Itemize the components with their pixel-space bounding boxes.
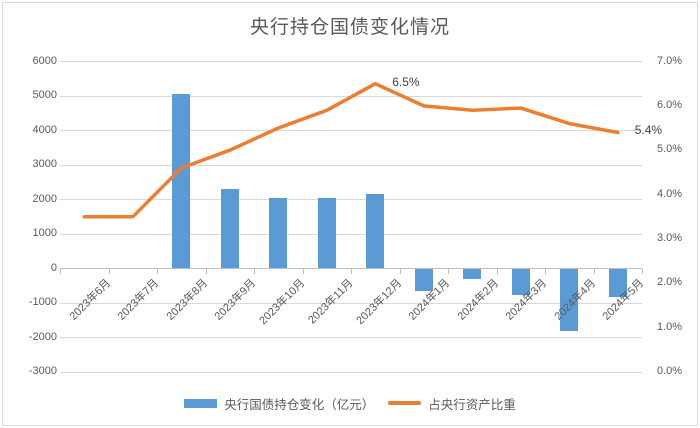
category-axis-tick <box>205 268 207 274</box>
category-axis-tick <box>108 268 110 274</box>
gridline <box>60 61 642 62</box>
left-axis-tick-label: 5000 <box>32 89 57 101</box>
left-axis-tick-label: 1000 <box>32 227 57 239</box>
category-axis-tick <box>60 268 61 274</box>
chart-title: 央行持仓国债变化情况 <box>249 17 450 38</box>
gridline <box>60 164 642 166</box>
gridline <box>60 199 642 200</box>
bar <box>463 268 482 279</box>
bar <box>414 268 433 291</box>
legend-item-bar: 央行国债持仓变化（亿元） <box>184 394 374 413</box>
left-axis-tick-label: 0 <box>50 261 57 274</box>
category-axis-tick <box>448 268 449 274</box>
bar <box>608 268 627 298</box>
gridline <box>60 233 642 235</box>
category-axis-tick <box>642 268 643 274</box>
category-axis-tick <box>351 268 352 274</box>
bar <box>269 198 288 269</box>
right-axis-tick-label: 2.0% <box>657 276 683 289</box>
gridline <box>60 302 642 304</box>
legend-item-line: 占央行资产比重 <box>388 394 516 413</box>
bar <box>172 93 191 269</box>
left-axis-tick-label: -2000 <box>28 330 57 343</box>
gridline <box>60 130 642 131</box>
legend-bar-label: 央行国债持仓变化（亿元） <box>224 397 375 412</box>
category-axis-tick <box>157 268 158 274</box>
left-axis-tick-label: 4000 <box>32 123 57 136</box>
bar <box>560 268 579 331</box>
bar <box>366 194 385 269</box>
left-axis-tick-label: 2000 <box>32 192 57 205</box>
category-axis-tick <box>545 268 546 274</box>
left-axis-tick-label: -1000 <box>28 296 57 308</box>
gridline <box>60 337 642 338</box>
right-axis-tick-label: 5.0% <box>657 143 683 156</box>
data-label: 5.4% <box>634 123 663 138</box>
left-axis-tick-label: 6000 <box>32 54 57 67</box>
category-axis-tick <box>302 268 304 274</box>
right-axis-tick-label: 0.0% <box>657 365 683 377</box>
line-series-swatch-icon <box>388 401 422 405</box>
bar <box>220 189 239 269</box>
right-axis-tick-label: 6.0% <box>657 98 683 111</box>
category-axis-tick <box>593 268 595 274</box>
bar-series-swatch-icon <box>184 398 218 408</box>
right-axis-tick-label: 1.0% <box>657 320 683 333</box>
right-axis-tick-label: 7.0% <box>657 54 683 67</box>
right-axis-tick-label: 3.0% <box>657 231 683 244</box>
category-axis-tick <box>496 268 498 274</box>
category-axis-tick <box>254 268 255 274</box>
legend: 央行国债持仓变化（亿元） 占央行资产比重 <box>0 393 700 413</box>
category-axis-tick <box>399 268 401 274</box>
data-label: 6.5% <box>392 74 420 89</box>
left-axis-tick-label: -3000 <box>28 365 57 377</box>
gridline <box>60 371 642 373</box>
right-axis-tick-label: 4.0% <box>657 187 683 200</box>
left-axis-tick-label: 3000 <box>32 158 57 170</box>
bar <box>511 268 530 295</box>
bar <box>317 198 336 269</box>
legend-line-label: 占央行资产比重 <box>428 397 516 412</box>
